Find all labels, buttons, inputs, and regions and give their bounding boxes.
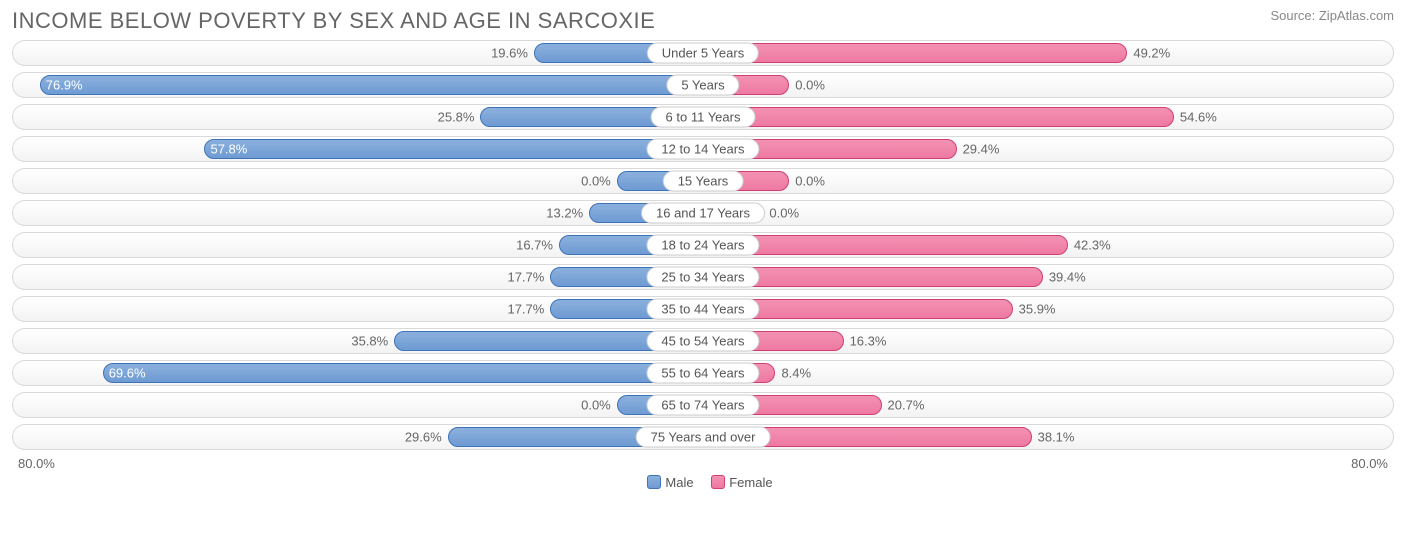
male-bar: [40, 75, 703, 95]
legend: Male Female: [12, 475, 1394, 490]
female-value-label: 42.3%: [1074, 238, 1111, 253]
category-label: 12 to 14 Years: [646, 139, 759, 160]
female-value-label: 49.2%: [1133, 46, 1170, 61]
category-label: 16 and 17 Years: [641, 203, 765, 224]
category-label: 15 Years: [663, 171, 744, 192]
category-label: 6 to 11 Years: [651, 107, 756, 128]
category-label: 25 to 34 Years: [646, 267, 759, 288]
male-value-label: 17.7%: [507, 302, 544, 317]
axis-left-label: 80.0%: [18, 456, 55, 471]
chart-row: 0.0% 0.0% 15 Years: [12, 168, 1394, 194]
male-value-label: 25.8%: [438, 110, 475, 125]
chart-row: 16.7% 42.3% 18 to 24 Years: [12, 232, 1394, 258]
male-bar: [103, 363, 703, 383]
chart-row: 35.8% 16.3% 45 to 54 Years: [12, 328, 1394, 354]
female-value-label: 38.1%: [1038, 430, 1075, 445]
male-value-label: 57.8%: [210, 142, 247, 157]
male-swatch-icon: [647, 475, 661, 489]
category-label: 65 to 74 Years: [646, 395, 759, 416]
chart-row: 17.7% 39.4% 25 to 34 Years: [12, 264, 1394, 290]
chart-row: 69.6% 8.4% 55 to 64 Years: [12, 360, 1394, 386]
male-value-label: 29.6%: [405, 430, 442, 445]
male-bar: [204, 139, 703, 159]
category-label: 55 to 64 Years: [646, 363, 759, 384]
male-value-label: 35.8%: [351, 334, 388, 349]
male-value-label: 19.6%: [491, 46, 528, 61]
category-label: 18 to 24 Years: [646, 235, 759, 256]
female-value-label: 39.4%: [1049, 270, 1086, 285]
female-value-label: 54.6%: [1180, 110, 1217, 125]
category-label: 75 Years and over: [636, 427, 771, 448]
chart-row: 76.9% 0.0% 5 Years: [12, 72, 1394, 98]
category-label: 35 to 44 Years: [646, 299, 759, 320]
male-value-label: 69.6%: [109, 366, 146, 381]
female-value-label: 35.9%: [1019, 302, 1056, 317]
category-label: 45 to 54 Years: [646, 331, 759, 352]
female-value-label: 29.4%: [963, 142, 1000, 157]
male-value-label: 13.2%: [546, 206, 583, 221]
source-attribution: Source: ZipAtlas.com: [1270, 8, 1394, 23]
male-value-label: 16.7%: [516, 238, 553, 253]
chart-row: 17.7% 35.9% 35 to 44 Years: [12, 296, 1394, 322]
female-value-label: 20.7%: [888, 398, 925, 413]
female-swatch-icon: [711, 475, 725, 489]
male-value-label: 0.0%: [581, 398, 611, 413]
legend-male-label: Male: [665, 475, 693, 490]
chart-row: 0.0% 20.7% 65 to 74 Years: [12, 392, 1394, 418]
axis-right-label: 80.0%: [1351, 456, 1388, 471]
chart-row: 57.8% 29.4% 12 to 14 Years: [12, 136, 1394, 162]
female-value-label: 0.0%: [769, 206, 799, 221]
chart-title: INCOME BELOW POVERTY BY SEX AND AGE IN S…: [12, 8, 655, 34]
chart-row: 13.2% 0.0% 16 and 17 Years: [12, 200, 1394, 226]
chart-rows: 19.6% 49.2% Under 5 Years 76.9% 0.0% 5 Years 2…: [12, 40, 1394, 450]
male-value-label: 17.7%: [507, 270, 544, 285]
legend-female-label: Female: [729, 475, 772, 490]
female-bar: [703, 43, 1127, 63]
male-value-label: 76.9%: [46, 78, 83, 93]
category-label: Under 5 Years: [647, 43, 759, 64]
female-value-label: 8.4%: [781, 366, 811, 381]
x-axis: 80.0% 80.0%: [12, 456, 1394, 471]
category-label: 5 Years: [666, 75, 739, 96]
female-bar: [703, 107, 1174, 127]
male-value-label: 0.0%: [581, 174, 611, 189]
chart-row: 25.8% 54.6% 6 to 11 Years: [12, 104, 1394, 130]
chart-row: 19.6% 49.2% Under 5 Years: [12, 40, 1394, 66]
female-value-label: 0.0%: [795, 174, 825, 189]
chart-row: 29.6% 38.1% 75 Years and over: [12, 424, 1394, 450]
female-value-label: 16.3%: [850, 334, 887, 349]
female-value-label: 0.0%: [795, 78, 825, 93]
